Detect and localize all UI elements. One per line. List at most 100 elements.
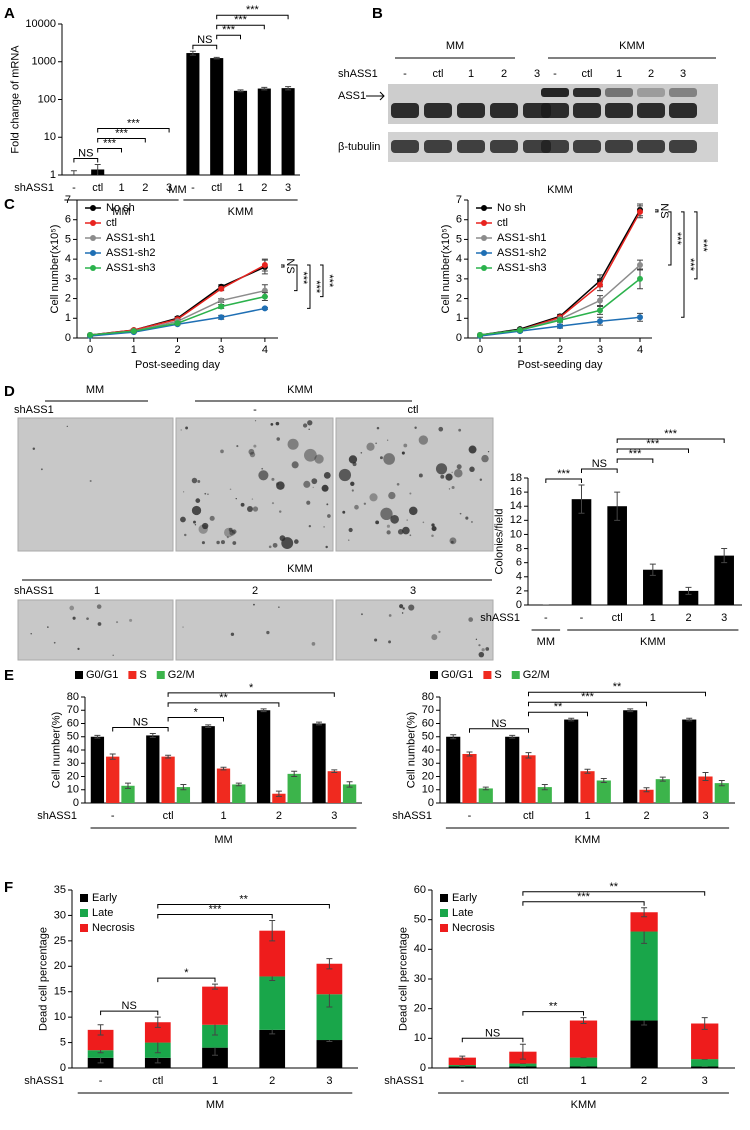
colony [363, 502, 367, 505]
significance-label: *** [646, 438, 660, 450]
bar-segment [448, 1065, 476, 1067]
significance-bracket [73, 157, 99, 163]
blot-band [457, 103, 485, 118]
y-tick-label: 10 [510, 528, 522, 540]
colony [475, 638, 478, 640]
colony [403, 443, 408, 448]
significance-label: *** [671, 232, 683, 246]
colony [311, 478, 318, 485]
significance-bracket [216, 14, 289, 20]
bar [161, 756, 175, 803]
error-bar [643, 787, 650, 793]
colony [302, 423, 308, 428]
error-bar [346, 781, 353, 788]
colony [354, 504, 359, 510]
x-tick-label: ctl [523, 810, 534, 822]
group-label: KMM [640, 636, 666, 648]
colony [465, 516, 469, 520]
colony [276, 481, 285, 490]
colony [47, 626, 49, 628]
bar [106, 756, 120, 803]
bar-segment [144, 1022, 171, 1043]
y-tick-label: 5 [456, 233, 462, 245]
colony [388, 614, 392, 617]
group-label: MM [112, 206, 130, 218]
x-tick-label: - [544, 612, 548, 624]
colony [253, 603, 255, 606]
significance-label: ** [554, 701, 563, 713]
point [174, 320, 181, 327]
blot-band [424, 103, 452, 118]
y-tick-label: 70 [422, 704, 434, 716]
y-tick-label: 0 [516, 599, 522, 611]
error-bar [235, 782, 242, 787]
colony [379, 456, 383, 460]
x-tick-label: 1 [517, 344, 523, 356]
bar [596, 780, 611, 803]
y-tick-label: 30 [54, 909, 66, 921]
error-bar [124, 782, 131, 789]
significance-bracket [100, 1010, 159, 1016]
colony [397, 529, 404, 535]
bar [655, 779, 670, 803]
y-tick-label: 10 [54, 1011, 66, 1023]
bar [714, 783, 729, 803]
point [477, 332, 483, 339]
significance-bracket [294, 264, 298, 292]
colony [182, 626, 184, 628]
significance-bracket [167, 692, 335, 697]
bar [462, 753, 477, 803]
significance-bracket [157, 904, 330, 909]
significance-label: NS [78, 147, 93, 159]
bar [571, 499, 592, 605]
blot-band [424, 140, 452, 153]
error-bar [213, 56, 220, 60]
point [637, 208, 643, 215]
colony [383, 453, 395, 465]
colony [197, 480, 201, 483]
significance-bracket [522, 1011, 584, 1016]
bar [537, 787, 552, 803]
point [597, 281, 603, 288]
colony [390, 515, 399, 524]
colony [279, 535, 286, 542]
legend-label: ASS1-sh2 [106, 247, 156, 259]
bar [256, 710, 271, 803]
y-tick-label: 60 [67, 717, 79, 729]
y-axis-label: Cell number(x10⁵) [49, 225, 61, 314]
x-tick-label: 1 [118, 182, 124, 194]
colony [209, 515, 215, 521]
x-tick-label: ctl [92, 182, 103, 194]
colony [431, 526, 437, 532]
x-tick-label: 3 [702, 1075, 708, 1087]
error-bar [525, 752, 532, 759]
bar [90, 736, 105, 803]
significance-label: NS [122, 1000, 137, 1012]
bar [186, 53, 200, 175]
micrograph [335, 417, 494, 552]
bar-segment [87, 1029, 114, 1051]
legend-label: S [139, 669, 146, 681]
colony [386, 439, 389, 441]
x-tick-label: - [580, 612, 584, 624]
colony [438, 426, 444, 432]
x-axis-label: shASS1 [37, 810, 77, 822]
colony [375, 442, 378, 445]
legend-swatch [128, 671, 137, 679]
chart-title: KMM [547, 184, 573, 196]
significance-bracket [97, 127, 170, 133]
significance-label: *** [297, 271, 309, 285]
legend-label: Late [92, 907, 113, 919]
y-tick-label: 70 [67, 704, 79, 716]
colony [229, 488, 232, 491]
point [517, 327, 523, 334]
colony [487, 451, 490, 453]
error-bar [627, 708, 634, 713]
colony [236, 445, 239, 448]
significance-label: ** [219, 692, 228, 704]
colony [191, 505, 202, 516]
significance-bracket [616, 438, 725, 444]
bar [580, 771, 595, 803]
panel-label: D [4, 383, 15, 400]
colony [338, 468, 352, 482]
